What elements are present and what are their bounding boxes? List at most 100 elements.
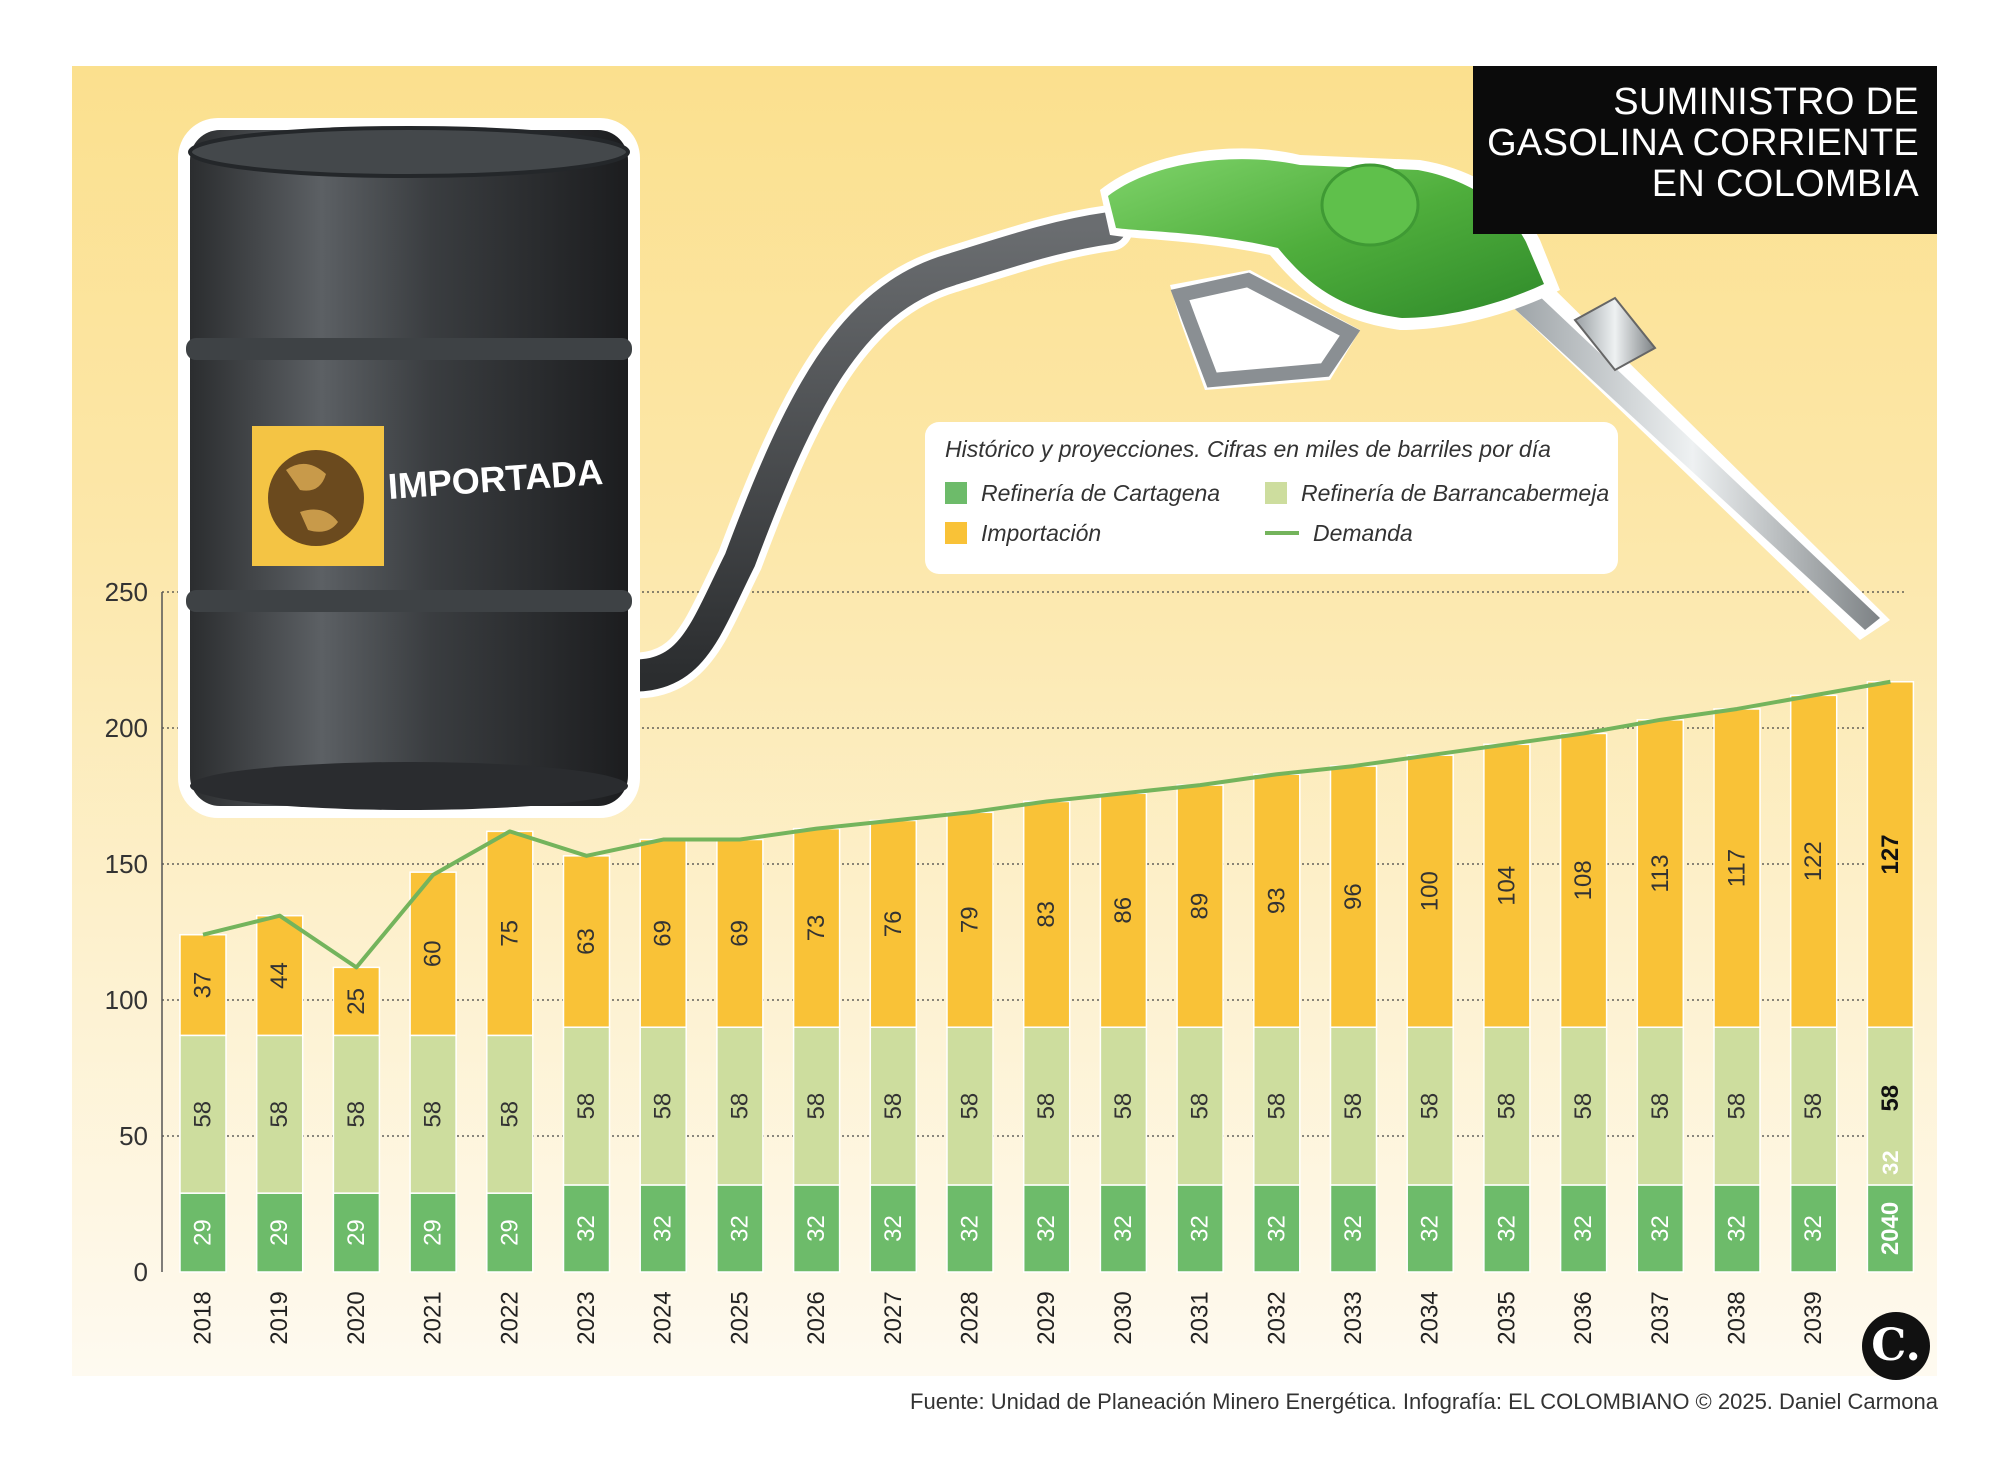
bar-value-label: 58 <box>343 1101 370 1128</box>
legend-swatch-importacion <box>945 522 967 544</box>
bar-segment <box>1789 694 1838 1028</box>
legend-item-importacion: Importación <box>945 520 1265 547</box>
bar-value-label: 58 <box>1724 1093 1751 1120</box>
bar-segment <box>1559 732 1608 1028</box>
bar-value-label: 58 <box>1340 1093 1367 1120</box>
bar-segment <box>1559 1026 1608 1186</box>
title-line-3: EN COLOMBIA <box>1651 163 1919 205</box>
bar-segment <box>1176 784 1224 1028</box>
x-tick-label: 2027 <box>880 1291 907 1344</box>
bar-segment <box>1713 1184 1761 1273</box>
bar-value-label: 29 <box>190 1219 217 1246</box>
demand-line-layer <box>202 679 1891 970</box>
bar-segment <box>179 933 227 1037</box>
bar-value-label: 89 <box>1187 893 1214 920</box>
legend-item-demanda: Demanda <box>1265 520 1585 547</box>
x-tick-label: 2029 <box>1033 1291 1060 1344</box>
bar-value-label: 58 <box>1647 1093 1674 1120</box>
bar-segment <box>409 1034 457 1194</box>
x-tick-label: 2030 <box>1110 1291 1137 1344</box>
legend-swatch-demanda <box>1265 531 1299 535</box>
legend: Histórico y proyecciones. Cifras en mile… <box>925 422 1618 574</box>
bar-segment <box>1789 1184 1838 1273</box>
bar-value-label: 75 <box>496 920 523 947</box>
legend-note: Histórico y proyecciones. Cifras en mile… <box>945 436 1551 462</box>
x-tick-label: 2025 <box>726 1291 753 1344</box>
bar-value-label: 58 <box>726 1093 753 1120</box>
bar-value-label: 32 <box>1878 1150 1903 1174</box>
bar-segment <box>1483 1184 1531 1273</box>
bar-value-label: 29 <box>420 1219 447 1246</box>
bar-segment <box>255 1034 304 1194</box>
bar-value-label: 32 <box>1263 1215 1290 1242</box>
bar-segment <box>1022 1184 1071 1273</box>
legend-label-importacion: Importación <box>981 519 1102 546</box>
bar-segment <box>1176 1026 1224 1186</box>
x-tick-label: 2035 <box>1493 1291 1520 1344</box>
bar-value-label: 73 <box>803 915 830 942</box>
legend-item-cartagena: Refinería de Cartagena <box>945 480 1265 507</box>
bar-segment <box>946 1026 994 1186</box>
bar-segment <box>1176 1184 1224 1273</box>
bar-segment <box>332 1192 381 1273</box>
demand-line <box>202 679 1891 970</box>
y-tick-label: 150 <box>105 849 148 879</box>
bar-segment <box>332 1034 381 1194</box>
bar-segment <box>1713 1026 1761 1186</box>
x-tick-label: 2040 <box>1877 1202 1904 1255</box>
bar-value-label: 58 <box>1493 1093 1520 1120</box>
legend-swatch-cartagena <box>945 482 967 504</box>
bar-value-label: 58 <box>957 1093 984 1120</box>
bar-segment <box>1329 765 1378 1028</box>
bar-layer <box>179 681 1915 1273</box>
bar-segment <box>1559 1184 1608 1273</box>
y-tick-label: 200 <box>105 713 148 743</box>
bar-value-label: 104 <box>1493 866 1520 906</box>
bar-value-label: 58 <box>1110 1093 1137 1120</box>
bar-value-label: 32 <box>1570 1215 1597 1242</box>
legend-item-barrancabermeja: Refinería de Barrancabermeja <box>1265 480 1609 507</box>
y-tick-label: 0 <box>134 1257 148 1287</box>
bar-segment <box>639 838 687 1028</box>
bar-segment <box>179 1034 227 1194</box>
source-note: Fuente: Unidad de Planeación Minero Ener… <box>910 1389 1938 1414</box>
bar-value-label: 25 <box>343 988 370 1015</box>
fuel-nozzle-icon <box>1100 148 1890 640</box>
x-tick-label: 2022 <box>496 1291 523 1344</box>
bar-segment <box>716 1026 764 1186</box>
x-tick-label: 2039 <box>1800 1291 1827 1344</box>
bar-value-label: 32 <box>1417 1215 1444 1242</box>
label-layer: 29 58 37 29 58 44 29 58 25 29 58 60 29 58 75 32 58 63 32 58… <box>190 834 1904 1255</box>
legend-label-cartagena: Refinería de Cartagena <box>981 479 1221 506</box>
el-colombiano-logo: C. <box>1862 1312 1930 1380</box>
bar-segment <box>1099 792 1148 1028</box>
bar-segment <box>1713 708 1761 1028</box>
bar-value-label: 29 <box>266 1219 293 1246</box>
bar-segment <box>562 1184 611 1273</box>
bar-value-label: 58 <box>1263 1093 1290 1120</box>
bar-segment <box>1253 773 1301 1028</box>
bar-value-label: 58 <box>1570 1093 1597 1120</box>
bar-value-label: 58 <box>1033 1093 1060 1120</box>
bar-value-label: 58 <box>1877 1085 1904 1112</box>
bar-value-label: 29 <box>343 1219 370 1246</box>
legend-row: Refinería de Cartagena Refinería de Barr… <box>945 473 1618 513</box>
bar-segment <box>486 1034 534 1194</box>
x-tick-label: 2038 <box>1724 1291 1751 1344</box>
x-tick-label: 2020 <box>343 1291 370 1344</box>
bar-segment <box>409 1192 457 1273</box>
bar-segment <box>1099 1184 1148 1273</box>
bar-segment <box>1483 1026 1531 1186</box>
x-tick-label: 2028 <box>957 1291 984 1344</box>
fuel-hose-illustration <box>577 205 1133 699</box>
bar-segment <box>255 914 304 1037</box>
bar-segment <box>1022 1026 1071 1186</box>
bar-value-label: 32 <box>650 1215 677 1242</box>
bar-value-label: 127 <box>1877 834 1904 874</box>
bar-value-label: 58 <box>573 1093 600 1120</box>
x-tick-label: 2031 <box>1187 1291 1214 1344</box>
bar-value-label: 32 <box>957 1215 984 1242</box>
bar-segment <box>1253 1026 1301 1186</box>
bar-segment <box>869 1026 918 1186</box>
bar-value-label: 58 <box>1417 1093 1444 1120</box>
